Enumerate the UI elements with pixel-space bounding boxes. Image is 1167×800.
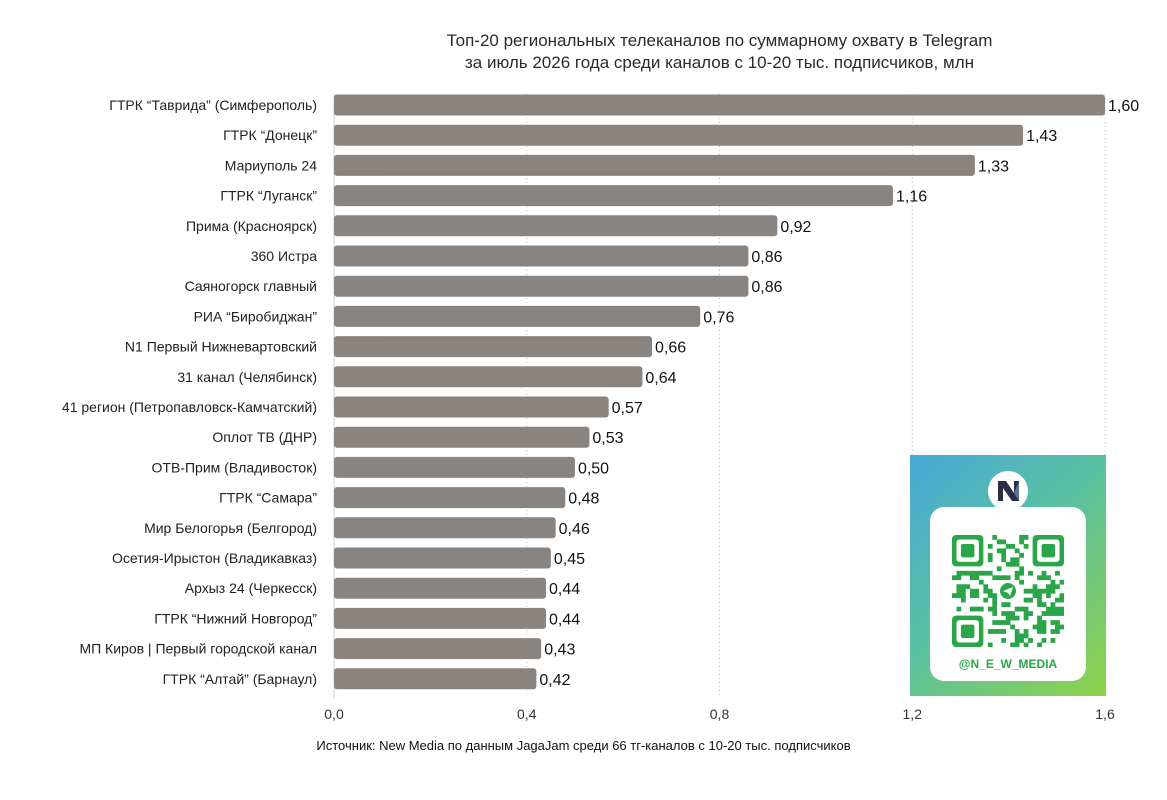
category-label: Мир Белогорья (Белгород) [144, 520, 317, 536]
value-label: 1,43 [1026, 128, 1057, 145]
chart-title-line-1: Топ-20 региональных телеканалов по сумма… [446, 31, 993, 50]
bar [334, 154, 975, 176]
value-label: 1,33 [978, 158, 1009, 175]
value-label: 1,16 [896, 189, 927, 206]
category-label: Прима (Красноярск) [186, 218, 317, 234]
chart-title: Топ-20 региональных телеканалов по сумма… [334, 30, 1105, 74]
bar [334, 456, 575, 478]
category-label: Оплот ТВ (ДНР) [212, 429, 317, 445]
value-label: 0,43 [544, 642, 575, 659]
category-label: 31 канал (Челябинск) [177, 369, 317, 385]
value-label: 0,48 [568, 491, 599, 508]
bar [334, 577, 547, 599]
x-tick-label: 0,4 [517, 706, 537, 722]
bar-layer: ГТРК “Таврида” (Симферополь) 1,60 ГТРК “До… [62, 94, 1139, 690]
value-label: 0,86 [751, 249, 782, 266]
bar [334, 275, 749, 297]
qr-code[interactable] [952, 535, 1064, 647]
bar [334, 517, 556, 539]
category-label: 41 регион (Петропавловск-Камчатский) [62, 399, 317, 415]
category-label: Архыз 24 (Черкесск) [185, 580, 317, 596]
chart-title-line-2: за июль 2026 года среди каналов с 10-20 … [465, 53, 974, 72]
bar [334, 245, 749, 267]
value-label: 1,60 [1108, 98, 1139, 115]
bar [334, 94, 1105, 116]
bar [334, 547, 551, 569]
category-label: ОТВ-Прим (Владивосток) [152, 459, 317, 475]
category-label: Саяногорск главный [185, 278, 317, 294]
qr-code-panel: @N_E_W_MEDIA [930, 507, 1086, 681]
bar [334, 124, 1024, 146]
value-label: 0,57 [612, 400, 643, 417]
bar [334, 668, 537, 690]
bar [334, 305, 701, 327]
category-label: ГТРК “Алтай” (Барнаул) [163, 671, 317, 687]
value-label: 0,76 [703, 309, 734, 326]
category-label: 360 Истра [251, 248, 318, 264]
value-label: 0,45 [554, 551, 585, 568]
x-tick-label: 0,0 [324, 706, 344, 722]
value-label: 0,92 [780, 219, 811, 236]
category-label: ГТРК “Луганск” [220, 188, 317, 204]
category-label: ГТРК “Нижний Новгород” [154, 610, 317, 626]
x-axis: 0,0 0,4 0,8 1,2 1,6 [324, 706, 1115, 722]
value-label: 0,42 [539, 672, 570, 689]
x-tick-label: 1,6 [1095, 706, 1115, 722]
value-label: 0,66 [655, 340, 686, 357]
bar [334, 185, 893, 207]
bar [334, 607, 547, 629]
value-label: 0,53 [592, 430, 623, 447]
value-label: 0,64 [645, 370, 676, 387]
category-label: N1 Первый Нижневартовский [125, 339, 317, 355]
x-tick-label: 0,8 [710, 706, 730, 722]
value-label: 0,86 [751, 279, 782, 296]
bar [334, 336, 653, 358]
qr-handle: @N_E_W_MEDIA [958, 657, 1058, 671]
category-label: Осетия-Ирыстон (Владикавказ) [112, 550, 317, 566]
bar [334, 366, 643, 388]
bar [334, 215, 778, 237]
bar [334, 426, 590, 448]
bar [334, 638, 542, 660]
value-label: 0,44 [549, 611, 580, 628]
category-label: ГТРК “Таврида” (Симферополь) [109, 97, 317, 113]
value-label: 0,50 [578, 460, 609, 477]
bar [334, 487, 566, 509]
bar [334, 396, 609, 418]
value-label: 0,46 [559, 521, 590, 538]
x-tick-label: 1,2 [903, 706, 923, 722]
category-label: ГТРК “Самара” [219, 490, 317, 506]
category-label: ГТРК “Донецк” [223, 127, 317, 143]
category-label: Мариуполь 24 [225, 157, 317, 173]
value-label: 0,44 [549, 581, 580, 598]
category-label: РИА “Биробиджан” [194, 308, 318, 324]
telegram-icon [997, 580, 1019, 602]
source-note: Источник: New Media по данным JagaJam ср… [316, 738, 851, 753]
new-media-logo-icon [988, 471, 1028, 511]
category-label: МП Киров | Первый городской канал [79, 641, 317, 657]
qr-promo-card: @N_E_W_MEDIA [910, 455, 1106, 696]
